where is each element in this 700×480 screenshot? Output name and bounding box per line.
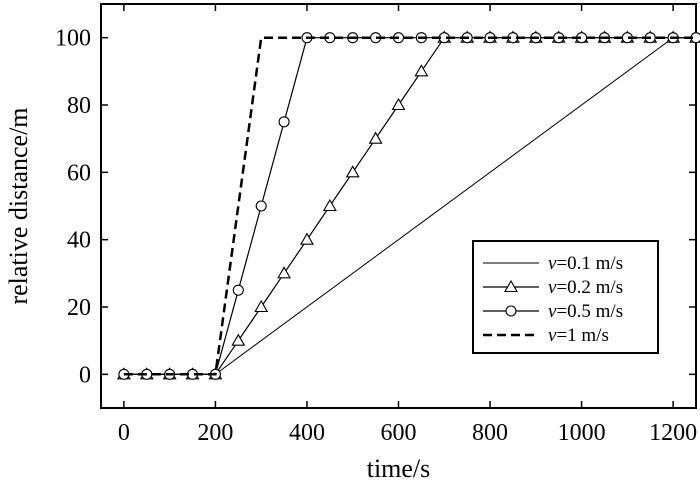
data-point xyxy=(277,266,292,279)
x-tick-label: 800 xyxy=(472,420,508,446)
y-tick-label: 100 xyxy=(55,26,91,52)
series-line xyxy=(123,36,696,376)
legend-item-4: v=1 m/s xyxy=(483,325,609,346)
data-point xyxy=(231,333,246,346)
series-4 xyxy=(123,36,696,376)
y-tick-label: 80 xyxy=(67,93,91,119)
legend-marker xyxy=(504,279,518,293)
data-point xyxy=(254,299,269,313)
legend-label: v=0.1 m/s xyxy=(548,253,623,274)
series-3 xyxy=(118,32,700,380)
legend-marker xyxy=(505,305,517,317)
data-point xyxy=(278,116,290,128)
legend-item-1: v=0.1 m/s xyxy=(483,253,623,274)
x-tick-label: 200 xyxy=(197,420,233,446)
data-point xyxy=(414,64,429,77)
x-tick-label: 1000 xyxy=(558,420,606,446)
legend: v=0.1 m/s v=0.2 m/s v=0.5 m/s v=1 m/s xyxy=(472,240,659,354)
data-point xyxy=(391,97,406,111)
y-tick-label: 60 xyxy=(67,160,91,186)
x-tick-label: 400 xyxy=(289,420,325,446)
data-point xyxy=(300,232,314,245)
data-point xyxy=(255,200,267,212)
x-axis-label: time/s xyxy=(367,454,431,480)
y-axis-label: relative distance/m xyxy=(4,107,33,304)
y-tick-label: 20 xyxy=(67,295,91,321)
axes-layer: 0 200 400 600 800 1000 1200 0 20 40 60 80 100 xyxy=(55,3,697,446)
legend-item-3: v=0.5 m/s xyxy=(483,301,623,322)
x-tick-label: 600 xyxy=(381,420,417,446)
legend-item-2: v=0.2 m/s xyxy=(483,277,623,298)
x-tick-label: 0 xyxy=(118,420,130,446)
legend-label: v=0.5 m/s xyxy=(548,301,623,322)
data-point xyxy=(232,284,244,296)
legend-label: v=0.2 m/s xyxy=(548,277,623,298)
legend-label: v=1 m/s xyxy=(548,325,609,346)
data-point xyxy=(322,198,337,212)
x-tick-label: 1200 xyxy=(649,420,697,446)
y-tick-label: 40 xyxy=(67,228,91,254)
data-point xyxy=(345,165,360,178)
y-tick-label: 0 xyxy=(79,362,91,388)
series-layer xyxy=(116,30,700,380)
data-point xyxy=(368,131,383,144)
